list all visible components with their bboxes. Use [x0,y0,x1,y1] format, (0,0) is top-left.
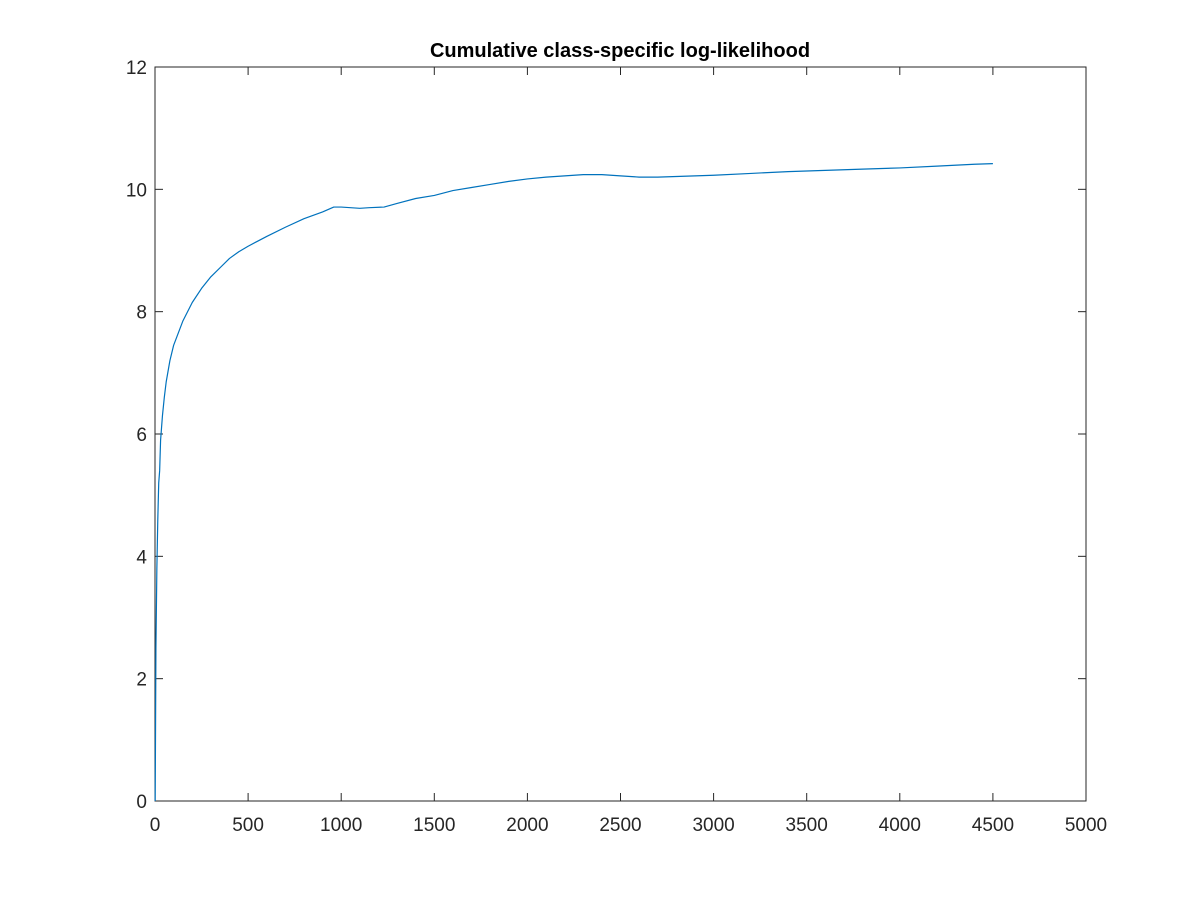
x-tick-label: 2000 [506,815,548,836]
y-tick-label: 4 [136,547,147,568]
axes-box [154,66,1087,802]
plot-area [154,163,993,802]
x-tick-label: 3000 [692,815,734,836]
x-tick-label: 4000 [879,815,921,836]
y-tick-label: 6 [136,425,147,446]
x-tick-label: 0 [150,815,161,836]
chart-title: Cumulative class-specific log-likelihood [430,40,810,62]
y-tick-label: 2 [136,670,147,691]
x-tick-label: 1000 [320,815,362,836]
x-tick-label: 500 [232,815,264,836]
y-tick-label: 10 [126,180,147,201]
y-tick-label: 8 [136,303,147,324]
x-tick-label: 4500 [972,815,1014,836]
y-tick-label: 12 [126,58,147,79]
y-tick-label: 0 [136,792,147,813]
x-tick-label: 1500 [413,815,455,836]
x-tick-label: 2500 [599,815,641,836]
x-tick-label: 5000 [1065,815,1107,836]
series-line [154,163,993,802]
axes: 0 500 1000 1500 2000 2500 3000 3500 4000 4500 5000… [126,58,1107,836]
x-tick-label: 3500 [786,815,828,836]
